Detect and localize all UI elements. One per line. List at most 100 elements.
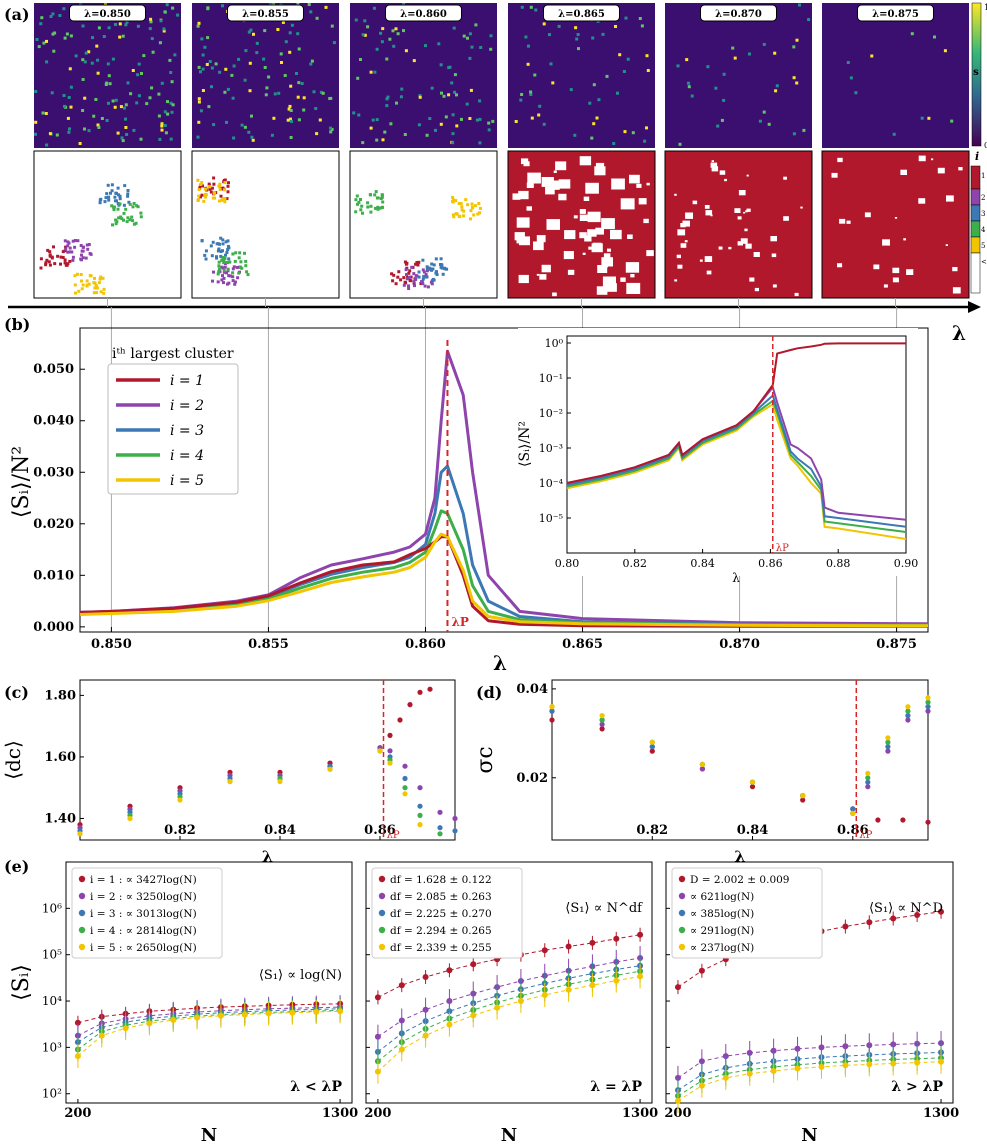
arrow-head: [968, 301, 981, 313]
state-site: [201, 67, 205, 71]
cluster-site: [47, 260, 51, 264]
state-site: [359, 58, 362, 61]
cluster-site: [478, 211, 482, 215]
cluster-site: [130, 215, 134, 219]
state-site: [148, 96, 152, 100]
cluster-site: [199, 183, 203, 186]
state-site: [524, 35, 528, 39]
data-point-1: [637, 931, 644, 938]
state-site: [527, 44, 530, 48]
data-point-5: [277, 778, 283, 785]
state-site: [272, 116, 276, 120]
fit-line-2: [77, 1006, 341, 1037]
state-site: [330, 24, 334, 28]
cluster-site: [417, 275, 421, 279]
state-site: [68, 127, 71, 131]
void: [682, 220, 690, 227]
cluster-site: [209, 190, 213, 194]
state-site: [263, 66, 267, 69]
snapshot-row: λ=0.850 λ=0.855 λ=0.860 λ=0.865 λ=0.870 λ=0.8…: [8, 2, 987, 345]
state-site: [96, 58, 100, 62]
data-point-5: [127, 815, 133, 822]
x-tick-label: 0.88: [826, 557, 851, 570]
cluster-site: [434, 257, 438, 261]
cluster-site: [217, 264, 221, 268]
cluster-site: [457, 202, 461, 205]
cluster-site: [132, 202, 136, 205]
fit-line-5: [677, 1061, 942, 1102]
cluster-site: [80, 253, 83, 257]
data-point-5: [698, 1082, 705, 1089]
legend-marker: [378, 909, 386, 917]
state-site: [363, 19, 367, 23]
data-point-5: [417, 822, 423, 828]
legend-label: i = 2 : ∝ 3250log(N): [90, 891, 197, 903]
cluster-site: [451, 213, 455, 217]
y-axis-label: σc: [473, 746, 498, 773]
state-site: [247, 130, 251, 134]
cluster-site: [64, 245, 68, 249]
state-site: [312, 90, 316, 94]
state-map: [508, 3, 655, 148]
cluster-site: [73, 283, 77, 287]
data-point-3: [437, 825, 443, 831]
state-site: [280, 61, 283, 64]
state-site: [386, 95, 390, 99]
cluster-site: [404, 268, 408, 272]
cluster-site: [81, 245, 85, 249]
data-point-1: [417, 689, 423, 695]
state-site: [646, 69, 650, 72]
state-site: [63, 104, 66, 108]
y-tick-label: 0.020: [33, 517, 74, 532]
state-site: [45, 143, 49, 147]
state-site: [149, 17, 153, 21]
lambda-tag: [543, 4, 620, 22]
state-site: [224, 67, 228, 71]
cluster-site: [394, 282, 398, 286]
state-site: [248, 89, 252, 93]
data-point-1: [398, 982, 405, 989]
legend-label: D = 2.002 ± 0.009: [690, 874, 789, 886]
state-site: [475, 118, 479, 122]
data-point-5: [398, 1046, 405, 1053]
void: [521, 158, 529, 165]
lambda-tag-label: λ=0.850: [84, 9, 131, 20]
state-site: [158, 137, 162, 141]
state-site: [262, 57, 266, 61]
void: [579, 209, 586, 214]
void: [737, 241, 743, 246]
cluster-site: [390, 272, 394, 276]
cluster-site: [231, 271, 235, 275]
fit-line-4: [377, 970, 641, 1062]
void: [711, 160, 714, 163]
cluster-site: [432, 263, 436, 267]
x-tick-label: 0.82: [164, 823, 196, 838]
x-tick-label: 1300: [322, 1106, 358, 1121]
cluster-site: [225, 251, 229, 254]
state-site: [491, 119, 495, 123]
y-tick-label: 10⁻³: [539, 442, 563, 455]
data-point-5: [241, 1011, 248, 1018]
state-site: [534, 8, 538, 12]
state-site: [83, 127, 86, 131]
data-point-5: [925, 695, 931, 701]
cluster-site: [117, 216, 121, 220]
state-site: [762, 42, 766, 46]
cluster-site: [215, 255, 218, 259]
cluster-site: [66, 240, 70, 244]
cluster-site: [63, 249, 67, 253]
state-site: [795, 38, 799, 42]
state-site: [357, 113, 361, 117]
cluster-site: [70, 250, 74, 254]
legend-marker: [678, 926, 686, 934]
cluster-site: [430, 282, 434, 286]
cluster-site: [221, 266, 225, 270]
data-point-5: [337, 1008, 344, 1015]
chart-c: 0.82 0.84 0.86 1.40 1.60 1.80 λ ⟨dc⟩ λP: [1, 679, 458, 866]
cluster-site: [85, 283, 89, 287]
cluster-site: [420, 279, 424, 283]
cluster-site: [375, 196, 379, 200]
chart-d: 0.82 0.84 0.86 0.02 0.04 λ σc λP: [473, 679, 931, 866]
cluster-site: [218, 199, 221, 203]
state-site: [396, 32, 400, 36]
